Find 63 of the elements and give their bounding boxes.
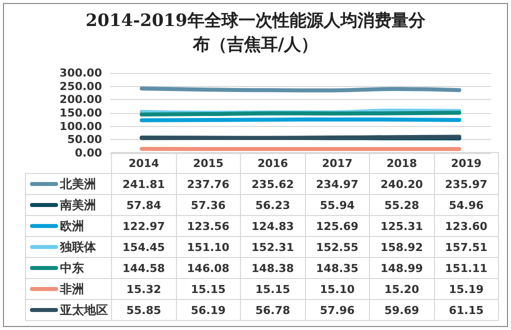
data-label: 125.31 — [370, 216, 434, 236]
data-label: 123.60 — [434, 216, 498, 236]
data-label: 148.35 — [305, 258, 370, 278]
data-label: 234.97 — [305, 174, 370, 194]
data-label: 15.15 — [240, 278, 305, 300]
data-label: 237.76 — [176, 174, 240, 194]
y-tick-label: 200.00 — [60, 93, 102, 106]
data-label: 152.31 — [240, 236, 305, 258]
x-tick-label: 2016 — [240, 152, 305, 174]
legend-label: 中东 — [60, 260, 84, 276]
data-label: 15.32 — [112, 278, 176, 300]
data-label: 148.38 — [240, 258, 305, 278]
data-label: 59.69 — [370, 300, 434, 320]
data-label: 235.62 — [240, 174, 305, 194]
data-label: 125.69 — [305, 216, 370, 236]
data-label: 54.96 — [434, 194, 498, 216]
data-label: 56.23 — [240, 194, 305, 216]
data-label: 157.51 — [434, 236, 498, 258]
data-label: 146.08 — [176, 258, 240, 278]
data-label: 151.11 — [434, 258, 498, 278]
x-tick-label: 2018 — [370, 152, 434, 174]
legend-label: 北美洲 — [60, 176, 96, 192]
data-label: 56.19 — [176, 300, 240, 320]
data-label: 144.58 — [112, 258, 176, 278]
data-label: 57.36 — [176, 194, 240, 216]
data-label: 15.20 — [370, 278, 434, 300]
legend-label: 南美洲 — [60, 196, 96, 214]
legend-label: 非洲 — [60, 280, 84, 298]
data-label: 57.96 — [305, 300, 370, 320]
legend-label: 欧洲 — [60, 218, 84, 234]
data-label: 152.55 — [305, 236, 370, 258]
data-label: 122.97 — [112, 216, 176, 236]
x-tick-label: 2017 — [305, 152, 370, 174]
x-tick-label: 2019 — [434, 152, 498, 174]
data-label: 124.83 — [240, 216, 305, 236]
data-label: 240.20 — [370, 174, 434, 194]
data-label: 15.15 — [176, 278, 240, 300]
legend-label: 亚太地区 — [60, 302, 108, 318]
y-tick-label: 300.00 — [60, 66, 102, 80]
data-label: 241.81 — [112, 174, 176, 194]
data-label: 57.84 — [112, 194, 176, 216]
data-label: 55.94 — [305, 194, 370, 216]
data-label: 235.97 — [434, 174, 498, 194]
y-tick-label: 100.00 — [60, 120, 102, 133]
y-tick-label: 150.00 — [60, 106, 102, 120]
y-tick-label: 250.00 — [60, 80, 102, 93]
data-label: 154.45 — [112, 236, 176, 258]
chart-title: 2014-2019年全球一次性能源人均消费量分布（吉焦耳/人） — [86, 11, 426, 55]
x-tick-label: 2014 — [112, 152, 176, 174]
data-label: 55.85 — [112, 300, 176, 320]
y-tick-label: 0.00 — [74, 146, 102, 160]
data-label: 158.92 — [370, 236, 434, 258]
y-tick-label: 50.00 — [67, 133, 102, 146]
data-label: 151.10 — [176, 236, 240, 258]
data-label: 123.56 — [176, 216, 240, 236]
data-label: 15.10 — [305, 278, 370, 300]
data-label: 55.28 — [370, 194, 434, 216]
data-label: 15.19 — [434, 278, 498, 300]
data-label: 148.99 — [370, 258, 434, 278]
x-tick-label: 2015 — [176, 152, 240, 174]
data-label: 56.78 — [240, 300, 305, 320]
legend-label: 独联体 — [60, 238, 96, 256]
data-label: 61.15 — [434, 300, 498, 320]
